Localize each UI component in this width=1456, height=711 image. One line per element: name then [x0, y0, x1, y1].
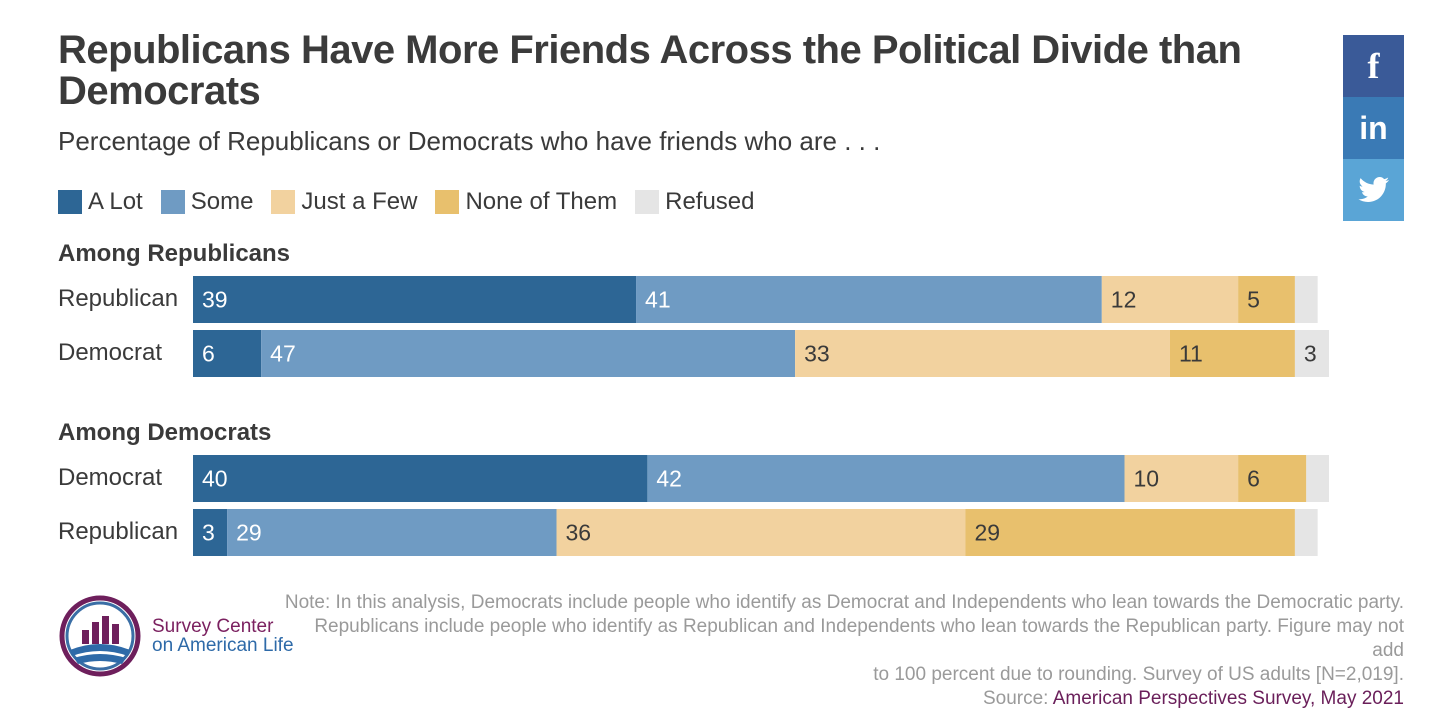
bar-label-among-republicans-republican-none-of-them: 5: [1247, 287, 1260, 313]
note-line2: Republicans include people who identify …: [314, 616, 1404, 661]
bar-segment-among-republicans-democrat-some: [261, 330, 796, 377]
linkedin-share-button[interactable]: in: [1343, 97, 1404, 159]
bar-segment-among-democrats-republican-just-a-few: [556, 509, 966, 556]
note-line1: Note: In this analysis, Democrats includ…: [284, 592, 1404, 613]
bar-segment-among-democrats-republican-refused: [1294, 509, 1318, 556]
bar-label-among-democrats-democrat-just-a-few: 10: [1134, 466, 1160, 492]
bar-segment-among-republicans-republican-some: [636, 276, 1102, 323]
chart-note: Note: In this analysis, Democrats includ…: [284, 591, 1404, 711]
row-label-rep-democrat: Democrat: [58, 339, 163, 366]
bar-segment-among-democrats-republican-some: [227, 509, 557, 556]
facebook-icon: f: [1367, 46, 1380, 86]
bar-segment-among-democrats-republican-a-lot: [193, 509, 228, 556]
facebook-share-button[interactable]: f: [1343, 35, 1404, 97]
legend-item-a-lot: A Lot: [58, 188, 143, 216]
bar-segment-among-democrats-republican-none-of-them: [965, 509, 1295, 556]
group-heading-among-democrats: Among Democrats: [58, 419, 272, 446]
legend-swatch-some: [160, 190, 185, 214]
logo-line1: Survey Center: [152, 616, 274, 637]
legend-swatch-a-lot: [58, 190, 82, 214]
bar-label-among-republicans-democrat-a-lot: 6: [202, 341, 215, 367]
bar-label-among-democrats-republican-just-a-few: 36: [566, 520, 592, 546]
bar-label-among-democrats-democrat-none-of-them: 6: [1247, 466, 1260, 492]
legend-item-none-of-them: None of Them: [435, 188, 617, 216]
bar-label-among-democrats-republican-none-of-them: 29: [974, 520, 1000, 546]
logo-line2: on American Life: [152, 635, 294, 656]
legend-item-refused: Refused: [635, 188, 755, 216]
legend-item-some: Some: [160, 188, 254, 216]
chart-subtitle: Percentage of Republicans or Democrats w…: [58, 126, 881, 156]
bar-segment-among-democrats-democrat-a-lot: [193, 455, 648, 502]
bar-segment-among-republicans-democrat-none-of-them: [1169, 330, 1295, 377]
social-share-bar: f in: [1343, 35, 1404, 221]
twitter-share-button[interactable]: [1343, 159, 1404, 221]
legend-swatch-just-a-few: [271, 190, 296, 214]
legend-label-none-of-them: None of Them: [465, 188, 618, 215]
bar-label-among-republicans-democrat-just-a-few: 33: [804, 341, 830, 367]
bar-label-among-republicans-democrat-refused: 3: [1304, 341, 1317, 367]
bar-segment-among-republicans-republican-refused: [1294, 276, 1318, 323]
row-label-dem-republican: Republican: [58, 518, 179, 545]
bar-label-among-democrats-republican-a-lot: 3: [202, 520, 215, 546]
bar-label-among-democrats-democrat-a-lot: 40: [202, 466, 228, 492]
bar-label-among-republicans-republican-a-lot: 39: [202, 287, 228, 313]
bar-label-among-democrats-democrat-some: 42: [656, 466, 682, 492]
survey-center-logo-icon: [59, 595, 141, 677]
group-heading-among-republicans: Among Republicans: [58, 240, 291, 267]
source-link[interactable]: American Perspectives Survey, May 2021: [1052, 688, 1404, 709]
bar-label-among-republicans-democrat-none-of-them: 11: [1179, 341, 1203, 367]
chart-title: Republicans Have More Friends Across the…: [58, 28, 1242, 113]
bar-segment-among-republicans-democrat-a-lot: [193, 330, 262, 377]
bar-segment-among-democrats-democrat-none-of-them: [1238, 455, 1307, 502]
bar-segment-among-republicans-democrat-just-a-few: [795, 330, 1170, 377]
bar-label-among-democrats-republican-some: 29: [236, 520, 262, 546]
note-line3: to 100 percent due to rounding. Survey o…: [873, 664, 1404, 685]
legend-label-some: Some: [190, 188, 254, 215]
bar-label-among-republicans-republican-some: 41: [645, 287, 671, 313]
legend-label-a-lot: A Lot: [88, 188, 143, 215]
legend-swatch-refused: [635, 190, 660, 214]
bar-segment-among-republicans-democrat-refused: [1294, 330, 1329, 377]
linkedin-icon: in: [1359, 109, 1388, 146]
survey-center-logo[interactable]: Survey Center on American Life: [58, 594, 294, 678]
bar-segment-among-republicans-republican-a-lot: [193, 276, 637, 323]
note-source-prefix: Source:: [982, 688, 1053, 709]
legend-item-just-a-few: Just a Few: [271, 188, 417, 216]
legend-label-refused: Refused: [665, 188, 755, 215]
row-label-rep-republican: Republican: [58, 285, 179, 312]
note-source: Source: American Perspectives Survey, Ma…: [284, 687, 1404, 711]
legend-label-just-a-few: Just a Few: [301, 188, 418, 215]
bar-segment-among-democrats-democrat-some: [647, 455, 1125, 502]
twitter-icon: [1357, 177, 1389, 202]
legend-swatch-none-of-them: [435, 190, 460, 214]
bar-segment-among-republicans-republican-none-of-them: [1238, 276, 1295, 323]
bar-label-among-republicans-democrat-some: 47: [270, 341, 296, 367]
bar-segment-among-democrats-democrat-just-a-few: [1124, 455, 1239, 502]
logo-text: Survey Center on American Life: [152, 617, 294, 655]
row-label-dem-democrat: Democrat: [58, 464, 163, 491]
legend: A Lot Some Just a Few None of Them Refus…: [58, 188, 773, 216]
bar-segment-among-democrats-democrat-refused: [1306, 455, 1329, 502]
bar-label-among-republicans-republican-just-a-few: 12: [1111, 287, 1137, 313]
bar-segment-among-republicans-republican-just-a-few: [1101, 276, 1239, 323]
